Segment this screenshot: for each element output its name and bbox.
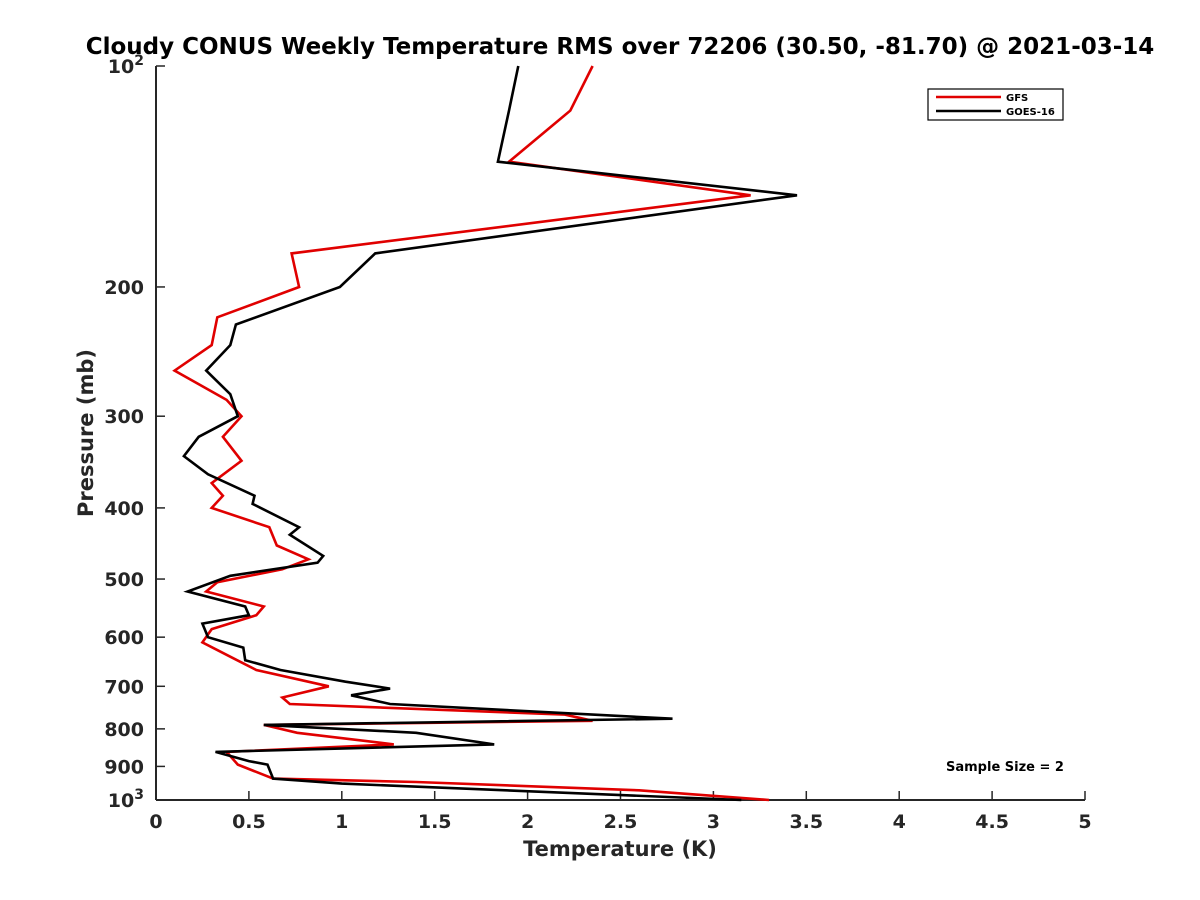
y-tick-label: 600 (104, 627, 144, 649)
x-tick-label: 4 (893, 811, 906, 833)
y-tick-label: 400 (104, 498, 144, 520)
x-tick-label: 1 (335, 811, 348, 833)
y-tick-label: 500 (104, 569, 144, 591)
legend: GFS GOES-16 (927, 88, 1064, 121)
x-tick-label: 1.5 (418, 811, 452, 833)
x-tick-label: 0.5 (232, 811, 266, 833)
x-tick-label: 0 (149, 811, 162, 833)
x-tick-label: 3.5 (789, 811, 823, 833)
x-tick-label: 5 (1078, 811, 1091, 833)
y-axis-label: Pressure (mb) (74, 349, 98, 517)
y-tick-label: 700 (104, 676, 144, 698)
legend-label-goes16: GOES-16 (1006, 107, 1055, 118)
x-axis-label: Temperature (K) (523, 837, 717, 861)
x-tick-label: 4.5 (975, 811, 1009, 833)
y-tick-label: 300 (104, 406, 144, 428)
legend-label-gfs: GFS (1006, 93, 1028, 104)
y-tick-label: 200 (104, 277, 144, 299)
sample-size-annotation: Sample Size = 2 (946, 760, 1064, 775)
chart-title: Cloudy CONUS Weekly Temperature RMS over… (86, 34, 1155, 60)
plot-axes: 0 0.5 1 1.5 2 2.5 3 3.5 4 4.5 51022003004005006007… (104, 53, 1091, 833)
x-tick-label: 2.5 (604, 811, 638, 833)
x-tick-label: 2 (521, 811, 534, 833)
y-tick-label: 900 (104, 756, 144, 778)
x-tick-label: 3 (707, 811, 720, 833)
series-line-goes-16 (182, 65, 798, 802)
series-line-gfs (172, 65, 770, 802)
y-tick-label: 800 (104, 719, 144, 741)
legend-box (927, 88, 1064, 121)
series-layer (172, 65, 798, 802)
